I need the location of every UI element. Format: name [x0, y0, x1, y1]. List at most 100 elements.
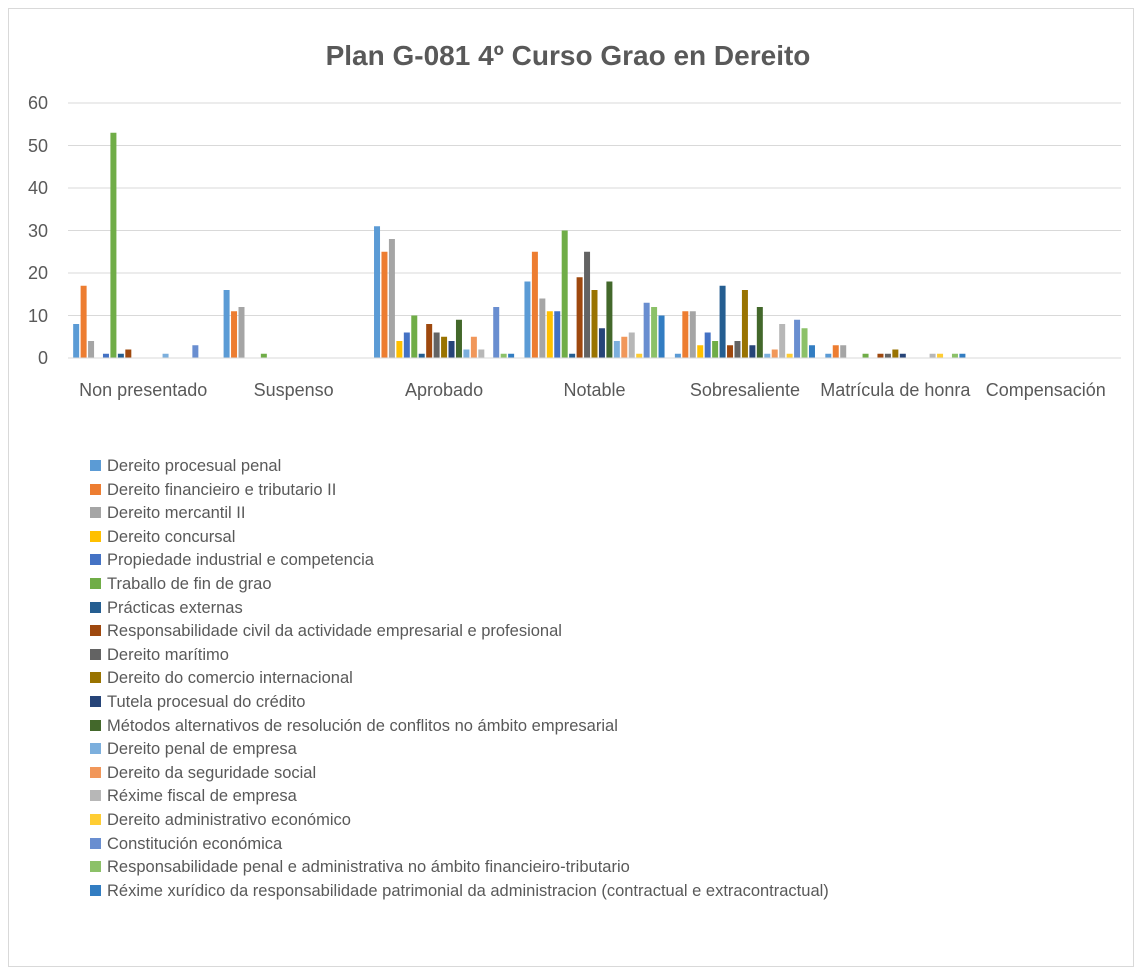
- bar: [756, 307, 763, 358]
- bar: [73, 324, 80, 358]
- bar: [682, 311, 689, 358]
- x-tick-label: Matrícula de honra: [820, 380, 971, 400]
- legend-swatch: [90, 743, 101, 755]
- bar: [223, 290, 230, 358]
- bar: [381, 251, 388, 358]
- bar: [674, 353, 681, 358]
- bar: [418, 353, 425, 358]
- y-tick-label: 50: [27, 135, 48, 156]
- bar: [125, 349, 132, 358]
- y-tick-label: 0: [37, 348, 48, 368]
- bar: [697, 345, 704, 358]
- y-tick-label: 10: [27, 305, 48, 326]
- bar: [658, 315, 665, 358]
- bar: [426, 324, 433, 358]
- bar: [192, 345, 199, 358]
- bar: [591, 290, 598, 358]
- bar: [712, 341, 719, 358]
- legend-entry: Réxime fiscal de empresa: [90, 786, 297, 806]
- legend-swatch: [90, 766, 101, 778]
- legend-label: Dereito do comercio internacional: [107, 669, 353, 688]
- legend-entry: Dereito penal de empresa: [90, 739, 297, 759]
- legend-label: Dereito financieiro e tributario II: [107, 480, 337, 499]
- bar: [508, 353, 515, 358]
- chart-frame: [8, 8, 1134, 967]
- bar: [80, 285, 87, 358]
- bar: [470, 336, 477, 358]
- legend-label: Traballo de fin de grao: [107, 575, 272, 593]
- bar: [441, 336, 448, 358]
- legend-swatch: [90, 696, 101, 707]
- bar: [539, 298, 546, 358]
- legend-swatch: [90, 578, 101, 589]
- legend-entry: Métodos alternativos de resolución de co…: [90, 716, 618, 736]
- y-tick-label: 60: [27, 93, 48, 113]
- bar: [741, 290, 748, 358]
- bar: [110, 132, 117, 358]
- chart-title: Plan G-081 4º Curso Grao en Dereito: [325, 40, 811, 71]
- legend-entry: Prácticas externas: [90, 598, 243, 618]
- bar: [576, 277, 583, 358]
- legend-swatch: [90, 601, 101, 613]
- bar: [493, 307, 500, 358]
- bar: [598, 328, 605, 358]
- bar: [613, 341, 620, 358]
- legend-swatch: [90, 861, 101, 873]
- bar: [455, 319, 462, 358]
- bar: [840, 345, 847, 358]
- bar: [734, 341, 741, 358]
- legend-swatch: [90, 625, 101, 637]
- bar: [88, 341, 95, 358]
- bar: [877, 353, 884, 358]
- legend-swatch: [90, 648, 101, 660]
- bar: [794, 319, 801, 358]
- legend-swatch: [90, 790, 101, 802]
- bar: [643, 302, 650, 358]
- bar: [621, 336, 628, 358]
- bar: [719, 285, 726, 358]
- legend-label: Propiedade industrial e competencia: [107, 551, 374, 570]
- x-tick-label: Non presentado: [79, 380, 208, 400]
- legend-entry: Dereito mercantil II: [90, 503, 245, 523]
- legend-swatch: [90, 460, 101, 471]
- legend-label: Tutela procesual do crédito: [107, 693, 306, 711]
- legend-swatch: [90, 507, 101, 519]
- bar: [584, 251, 591, 358]
- bar: [727, 345, 734, 358]
- bar: [561, 230, 568, 358]
- bar: [238, 307, 245, 358]
- bar: [411, 315, 418, 358]
- legend-entry: Constitución económica: [90, 834, 282, 854]
- bar: [651, 307, 658, 358]
- y-tick-label: 30: [27, 220, 48, 241]
- legend-entry: Dereito do comercio internacional: [90, 668, 353, 688]
- bar: [636, 353, 643, 358]
- bar: [832, 345, 839, 358]
- bar: [825, 353, 832, 358]
- legend-label: Dereito marítimo: [107, 645, 229, 664]
- bar: [892, 349, 899, 358]
- y-tick-label: 40: [27, 178, 48, 198]
- legend-entry: Dereito da seguridade social: [90, 763, 316, 783]
- legend-entry: Dereito procesual penal: [90, 456, 281, 476]
- bar: [388, 239, 395, 358]
- bar: [433, 332, 440, 358]
- legend-entry: Responsabilidade civil da actividade emp…: [90, 621, 562, 641]
- bar: [546, 311, 553, 358]
- legend-entry: Responsabilidade penal e administrativa …: [90, 857, 630, 877]
- x-tick-label: Sobresaliente: [689, 380, 800, 400]
- x-tick-label: Suspenso: [253, 380, 334, 400]
- bar: [808, 345, 815, 358]
- legend-label: Dereito mercantil II: [107, 504, 246, 523]
- legend-label: Réxime fiscal de empresa: [107, 787, 297, 806]
- bar: [862, 353, 869, 358]
- bar: [899, 353, 906, 358]
- bar: [801, 328, 808, 358]
- legend-swatch: [90, 530, 101, 542]
- legend-entry: Dereito financieiro e tributario II: [90, 480, 336, 500]
- legend-label: Dereito administrativo económico: [107, 811, 351, 829]
- bar: [231, 311, 238, 358]
- bar: [554, 311, 561, 358]
